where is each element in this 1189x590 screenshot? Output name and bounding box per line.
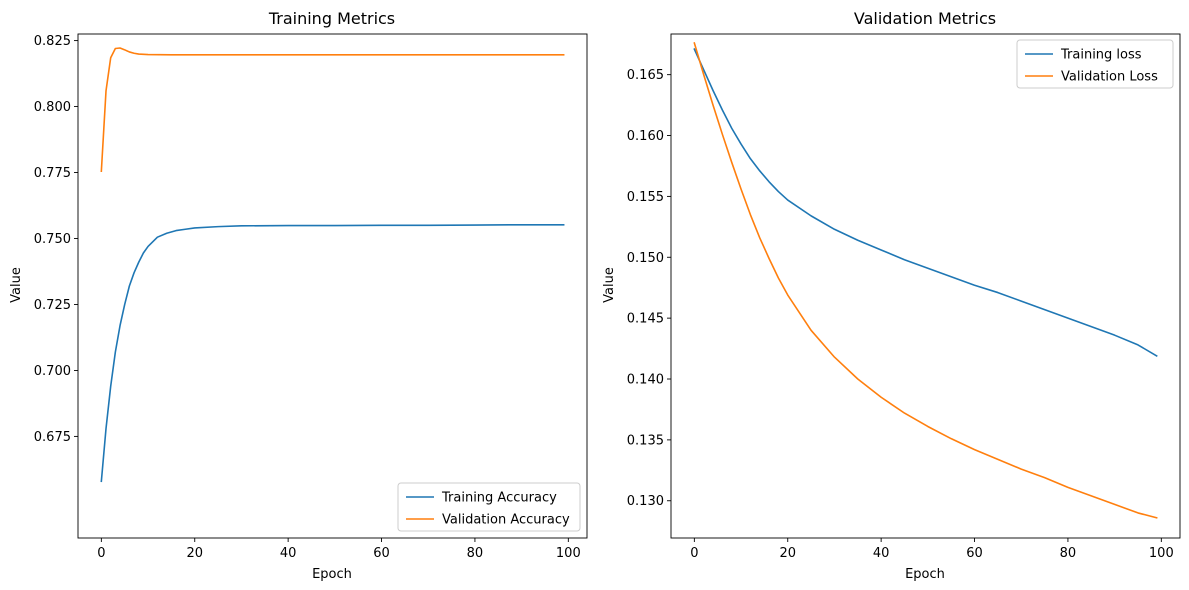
y-tick-label: 0.800 xyxy=(34,100,71,115)
x-tick-label: 20 xyxy=(186,546,203,561)
y-tick-label: 0.155 xyxy=(627,190,664,205)
series-line-1 xyxy=(693,42,1158,519)
y-tick-label: 0.750 xyxy=(34,232,71,247)
legend: Training Accuracy Validation Accuracy xyxy=(397,482,581,532)
y-tick-label: 0.130 xyxy=(627,494,664,509)
y-tick-label: 0.165 xyxy=(627,68,664,83)
y-axis-label: Value xyxy=(602,267,617,303)
x-tick-label: 80 xyxy=(1060,546,1077,561)
legend-label-0: Training Accuracy xyxy=(441,491,557,506)
validation-metrics-plot: Validation Metrics Epoch Value 0 20 40 60 80… xyxy=(602,9,1181,582)
series-line-1 xyxy=(100,47,565,173)
x-tick-label: 100 xyxy=(1149,546,1174,561)
legend-label-1: Validation Accuracy xyxy=(442,513,570,528)
y-tick-label: 0.825 xyxy=(34,34,71,49)
axes-frame xyxy=(670,33,1181,539)
y-tick-label: 0.160 xyxy=(627,129,664,144)
legend: Training loss Validation Loss xyxy=(1016,39,1174,89)
y-tick-label: 0.140 xyxy=(627,373,664,388)
training-metrics-plot: Training Metrics Epoch Value 0 20 40 60 80 10… xyxy=(9,9,588,582)
y-tick-label: 0.725 xyxy=(34,298,71,313)
series-group xyxy=(693,42,1158,519)
series-group xyxy=(100,47,565,483)
axes-frame xyxy=(77,33,588,539)
plot-title: Training Metrics xyxy=(268,9,395,28)
x-tick-label: 20 xyxy=(779,546,796,561)
y-tick-label: 0.145 xyxy=(627,312,664,327)
series-line-0 xyxy=(100,223,565,483)
plot-title: Validation Metrics xyxy=(854,9,996,28)
x-tick-label: 0 xyxy=(97,546,105,561)
y-tick-label: 0.135 xyxy=(627,433,664,448)
x-tick-label: 60 xyxy=(966,546,983,561)
legend-box xyxy=(397,482,581,532)
x-tick-label: 40 xyxy=(873,546,890,561)
x-tick-label: 60 xyxy=(373,546,390,561)
legend-label-1: Validation Loss xyxy=(1061,70,1158,85)
y-axis-label: Value xyxy=(9,267,24,303)
x-tick-label: 40 xyxy=(280,546,297,561)
y-tick-label: 0.775 xyxy=(34,166,71,181)
y-tick-label: 0.150 xyxy=(627,251,664,266)
x-axis-label: Epoch xyxy=(905,567,945,582)
legend-box xyxy=(1016,39,1174,89)
x-tick-label: 100 xyxy=(556,546,581,561)
legend-label-0: Training loss xyxy=(1060,48,1142,63)
x-tick-label: 0 xyxy=(690,546,698,561)
series-line-0 xyxy=(693,48,1158,357)
x-tick-label: 80 xyxy=(467,546,484,561)
x-axis-label: Epoch xyxy=(312,567,352,582)
y-tick-label: 0.700 xyxy=(34,364,71,379)
y-tick-label: 0.675 xyxy=(34,430,71,445)
